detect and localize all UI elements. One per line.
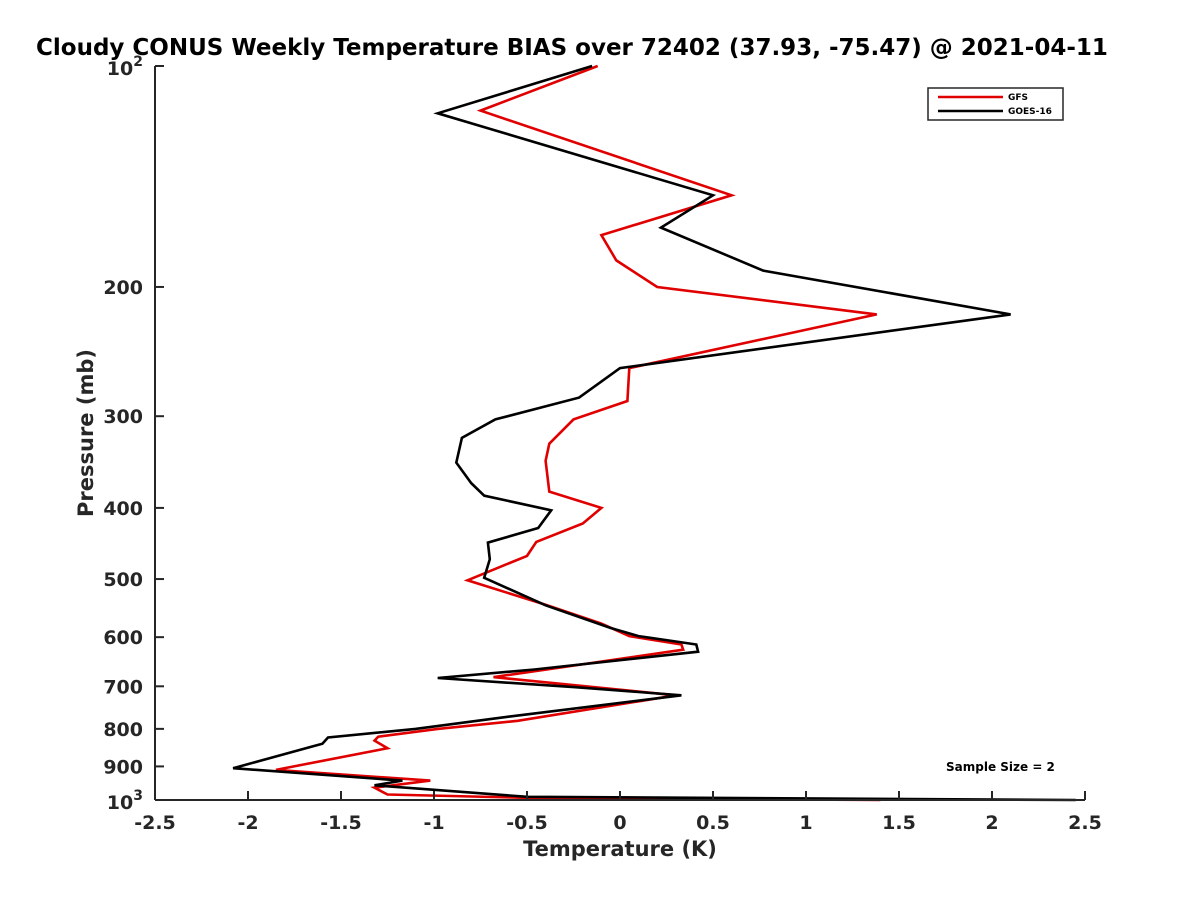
legend: GFS GOES-16 (927, 87, 1064, 121)
x-tick-label: -0.5 (506, 812, 548, 834)
x-tick-label: -1.5 (320, 812, 362, 834)
y-axis-label: Pressure (mb) (74, 349, 98, 517)
x-tick-label: 1.5 (882, 812, 916, 834)
legend-label-goes-16: GOES-16 (1008, 107, 1052, 117)
y-tick-label: 700 (103, 676, 143, 698)
y-tick-label: 500 (103, 569, 143, 591)
x-tick-label: 1 (799, 812, 812, 834)
y-tick-label: 400 (103, 498, 143, 520)
x-tick-label: -2 (237, 812, 258, 834)
y-tick-label: 600 (103, 627, 143, 649)
series-line-goes-16 (232, 64, 1076, 802)
x-tick-label: 2 (985, 812, 998, 834)
x-axis-label: Temperature (K) (523, 837, 717, 861)
chart-title: Cloudy CONUS Weekly Temperature BIAS ove… (36, 35, 1108, 61)
series-layer (232, 64, 1076, 802)
y-tick-label: 200 (103, 277, 143, 299)
x-tick-label: -1 (423, 812, 444, 834)
y-tick-label: 102 (107, 54, 143, 80)
x-tick-label: 2.5 (1068, 812, 1102, 834)
legend-label-gfs: GFS (1008, 93, 1028, 103)
series-line-gfs (275, 64, 881, 802)
y-tick-label: 300 (103, 406, 143, 428)
legend-entries: GFS GOES-16 (938, 93, 1052, 117)
y-tick-label: 800 (103, 719, 143, 741)
y-tick-label: 103 (107, 788, 143, 814)
x-tick-label: -2.5 (134, 812, 176, 834)
x-tick-label: 0 (613, 812, 626, 834)
x-tick-label: 0.5 (696, 812, 730, 834)
ticks-layer: -2.5 -2 -1.5 -1 -0.5 0 0.5 1 1.5 2 2.5 102 200 300 400… (103, 54, 1102, 834)
legend-box (927, 87, 1064, 121)
y-tick-label: 900 (103, 756, 143, 778)
sample-size-annotation: Sample Size = 2 (946, 760, 1055, 774)
